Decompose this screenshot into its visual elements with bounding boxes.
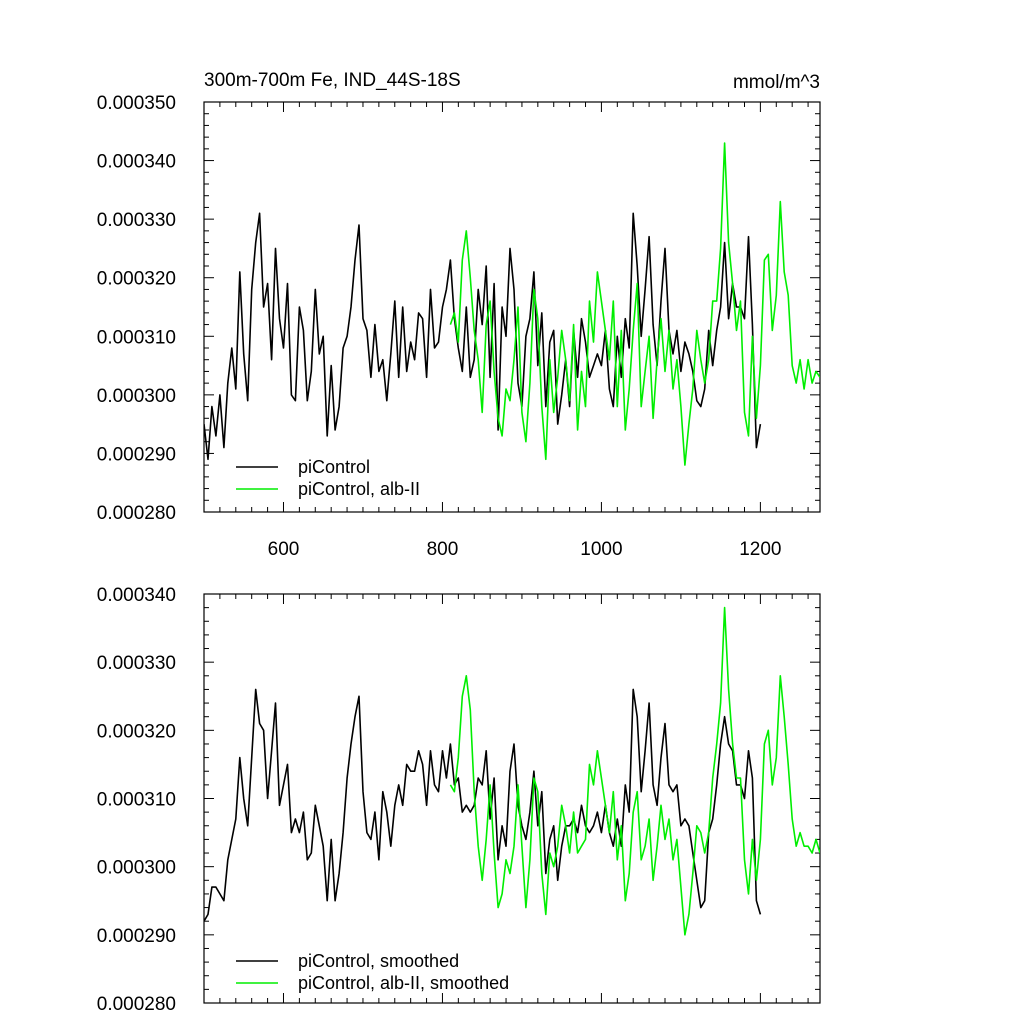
y-tick-label: 0.000320 [97, 269, 176, 290]
series-line-picontrol [204, 212, 762, 461]
series-line-alb-ii [449, 606, 820, 936]
units-label: mmol/m^3 [733, 72, 820, 93]
y-tick-label: 0.000280 [97, 503, 176, 524]
x-tick-label: 600 [268, 539, 300, 560]
y-tick-label: 0.000310 [97, 790, 176, 811]
series-line-picontrol [204, 688, 762, 922]
y-tick-label: 0.000330 [97, 653, 176, 674]
y-tick-label: 0.000290 [97, 926, 176, 947]
y-tick-label: 0.000340 [97, 152, 176, 173]
y-tick-label: 0.000290 [97, 444, 176, 465]
series-line-alb-ii [449, 142, 820, 466]
plot-frame [203, 101, 821, 513]
x-tick-label: 1200 [739, 539, 781, 560]
y-tick-label: 0.000300 [97, 858, 176, 879]
x-tick-label: 1000 [580, 539, 622, 560]
legend-label: piControl, smoothed [298, 951, 459, 971]
y-tick-label: 0.000350 [97, 93, 176, 114]
chart-title: 300m-700m Fe, IND_44S-18S [204, 70, 461, 91]
bottom-panel: 0.000280 0.000290 0.000300 0.000310 0.000320… [97, 585, 821, 1015]
y-tick-label: 0.000300 [97, 386, 176, 407]
legend-label: piControl, alb-II, smoothed [298, 973, 509, 993]
y-tick-label: 0.000320 [97, 721, 176, 742]
y-tick-label: 0.000280 [97, 994, 176, 1015]
legend-label: piControl [298, 457, 370, 477]
y-tick-label: 0.000340 [97, 585, 176, 606]
y-tick-label: 0.000330 [97, 210, 176, 231]
top-panel: 600 800 1000 1200 0.000280 0.000290 0.000300 0.… [97, 93, 821, 560]
y-tick-label: 0.000310 [97, 327, 176, 348]
x-tick-label: 800 [427, 539, 459, 560]
legend-label: piControl, alb-II [298, 479, 420, 499]
